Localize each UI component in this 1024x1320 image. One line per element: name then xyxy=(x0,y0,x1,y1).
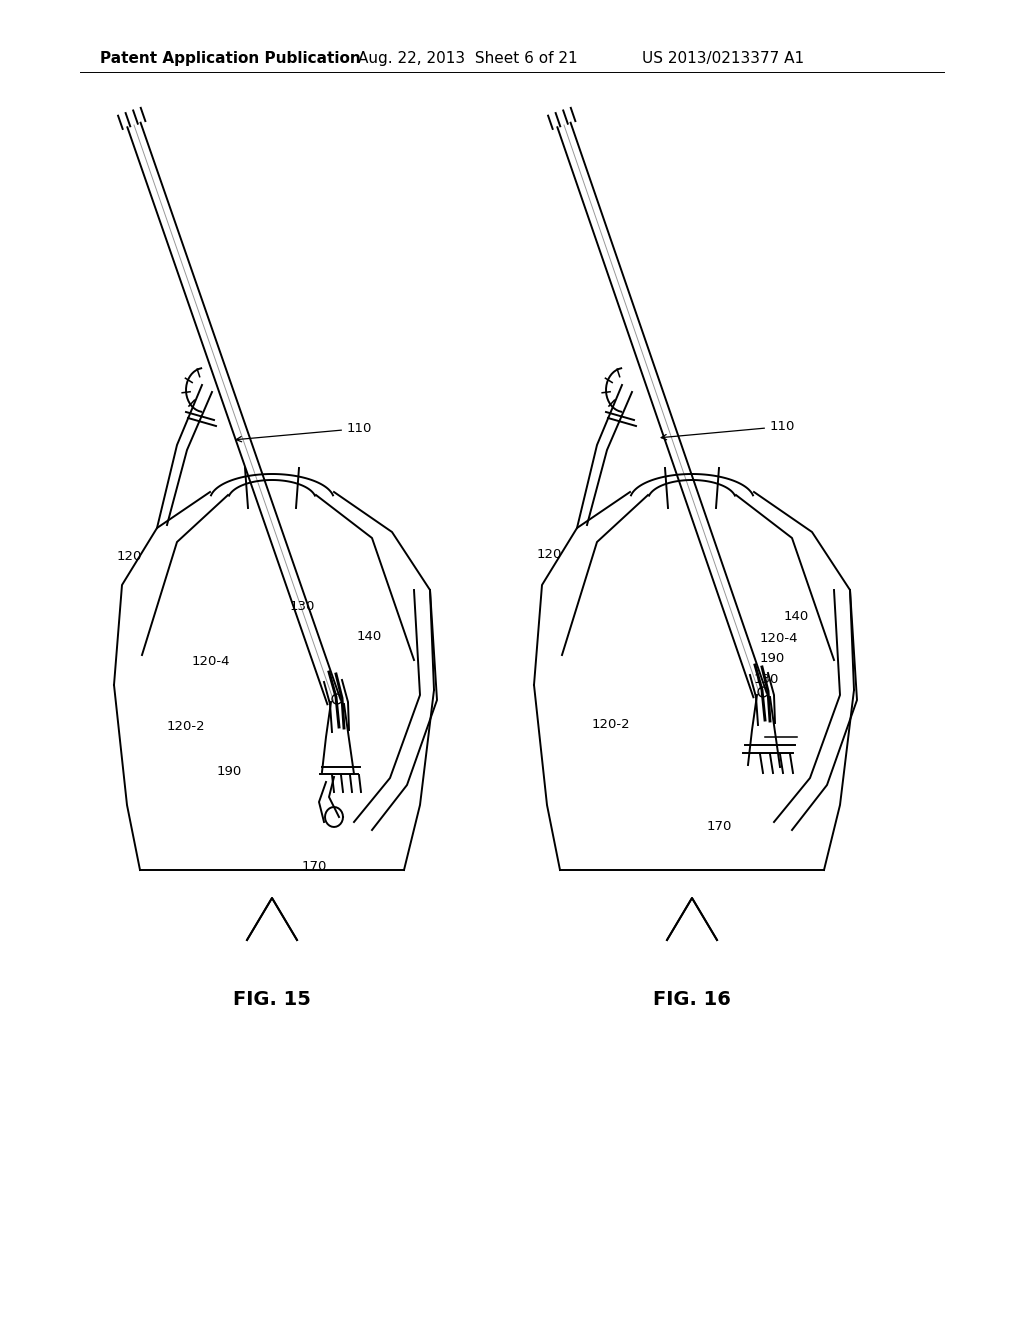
Text: 110: 110 xyxy=(237,422,373,442)
Text: 190: 190 xyxy=(217,766,243,777)
Text: Aug. 22, 2013  Sheet 6 of 21: Aug. 22, 2013 Sheet 6 of 21 xyxy=(358,50,578,66)
Text: 120: 120 xyxy=(537,548,562,561)
Text: FIG. 16: FIG. 16 xyxy=(653,990,731,1008)
Text: 170: 170 xyxy=(707,820,732,833)
Text: 110: 110 xyxy=(662,420,796,440)
Text: FIG. 15: FIG. 15 xyxy=(233,990,311,1008)
Text: US 2013/0213377 A1: US 2013/0213377 A1 xyxy=(642,50,804,66)
Text: 130: 130 xyxy=(754,673,779,686)
Text: 170: 170 xyxy=(302,861,328,873)
Text: 120: 120 xyxy=(117,550,142,564)
Text: 190: 190 xyxy=(760,652,785,665)
Text: 140: 140 xyxy=(784,610,809,623)
Text: 140: 140 xyxy=(357,630,382,643)
Text: 120-2: 120-2 xyxy=(592,718,631,731)
Text: 120-4: 120-4 xyxy=(760,632,799,645)
Text: 120-2: 120-2 xyxy=(167,719,206,733)
Text: 130: 130 xyxy=(290,601,315,612)
Text: 120-4: 120-4 xyxy=(193,655,230,668)
Text: Patent Application Publication: Patent Application Publication xyxy=(100,50,360,66)
